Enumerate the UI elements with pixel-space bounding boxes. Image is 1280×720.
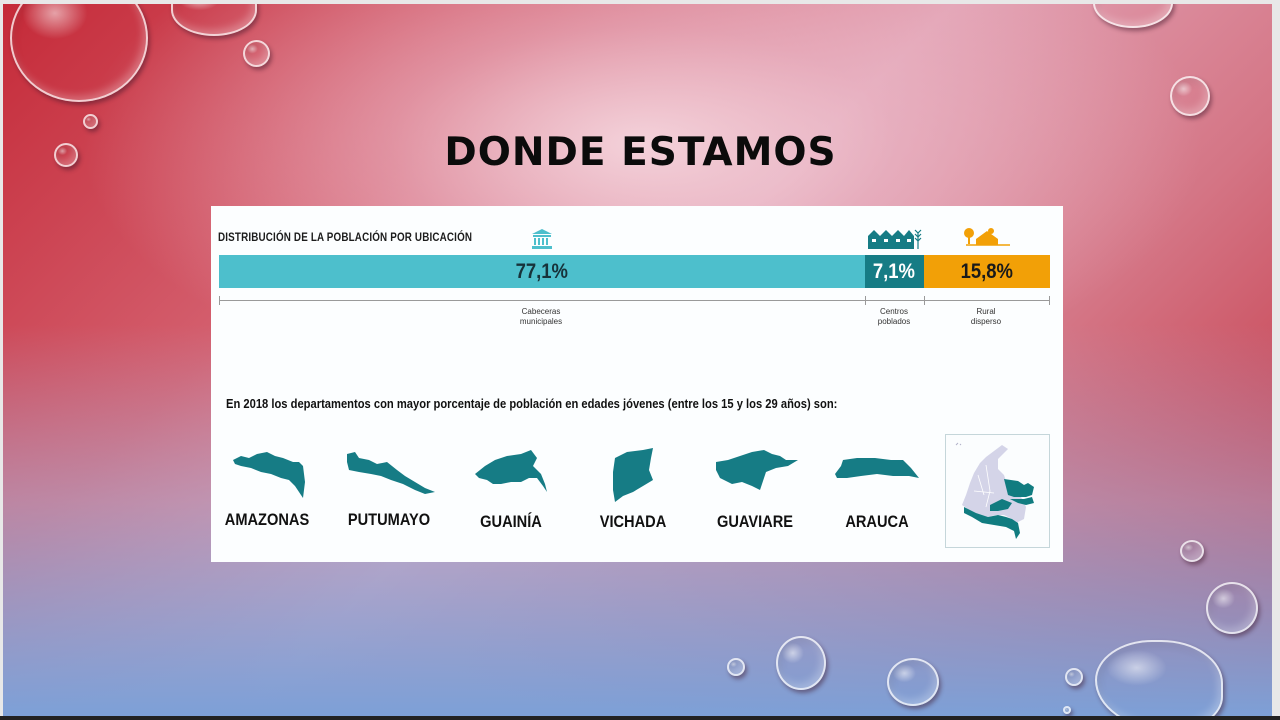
vichada-shape-icon: [613, 448, 653, 502]
water-drop-decoration: [10, 4, 148, 102]
department-arauca: ARAUCA: [827, 446, 927, 546]
guainia-shape-icon: [475, 450, 547, 492]
axis-line: [219, 300, 1050, 301]
axis-tick: [924, 296, 925, 305]
department-guainia: GUAINÍA: [461, 446, 561, 546]
water-drop-decoration: [1206, 582, 1258, 634]
department-name: VICHADA: [599, 512, 667, 531]
water-drop-decoration: [1063, 706, 1071, 714]
water-drop-decoration: [776, 636, 826, 690]
rural-house-icon: [964, 228, 1010, 246]
water-drop-decoration: [1095, 640, 1223, 716]
arauca-shape-icon: [835, 458, 919, 478]
slide-title: DONDE ESTAMOS: [444, 130, 837, 175]
department-amazonas: AMAZONAS: [217, 446, 317, 546]
putumayo-shape-icon: [347, 452, 435, 494]
category-label-centros: Centros poblados: [877, 307, 911, 326]
water-drop-decoration: [1065, 668, 1083, 686]
bar-segment-cabeceras: 77,1%: [219, 255, 865, 288]
department-name: PUTUMAYO: [347, 510, 431, 529]
department-name: AMAZONAS: [224, 510, 310, 529]
value-label-centros: 7,1%: [873, 259, 916, 283]
bar-segment-rural: 15,8%: [923, 255, 1050, 288]
colombia-map-icon: [955, 442, 1034, 539]
amazonas-shape-icon: [233, 452, 305, 498]
water-drop-decoration: [243, 40, 270, 67]
water-drop-decoration: [1093, 4, 1173, 28]
department-vichada: VICHADA: [583, 446, 683, 546]
water-drop-decoration: [887, 658, 939, 706]
department-putumayo: PUTUMAYO: [339, 446, 439, 546]
bottom-edge: [0, 716, 1280, 720]
water-drop-decoration: [83, 114, 98, 129]
guaviare-shape-icon: [716, 450, 798, 490]
axis-tick: [219, 296, 220, 305]
water-drop-decoration: [1170, 76, 1210, 116]
department-name: GUAINÍA: [480, 512, 542, 531]
chart-title: DISTRIBUCIÓN DE LA POBLACIÓN POR UBICACI…: [218, 230, 473, 244]
department-name: GUAVIARE: [716, 512, 794, 531]
stacked-bar: 77,1% 7,1% 15,8%: [219, 255, 1050, 288]
houses-icon: [868, 229, 922, 249]
water-drop-decoration: [727, 658, 745, 676]
infographic-card: DISTRIBUCIÓN DE LA POBLACIÓN POR UBICACI…: [211, 206, 1063, 562]
colombia-map: [945, 434, 1050, 548]
axis-tick: [865, 296, 866, 305]
building-columns-icon: [532, 229, 552, 249]
young-population-sentence: En 2018 los departamentos con mayor porc…: [226, 396, 838, 411]
bar-segment-centros: 7,1%: [864, 255, 924, 288]
value-label-cabeceras: 77,1%: [515, 259, 569, 283]
category-label-rural: Rural disperso: [970, 307, 1002, 326]
water-drop-decoration: [54, 143, 78, 167]
value-label-rural: 15,8%: [960, 259, 1014, 283]
department-name: ARAUCA: [845, 512, 909, 531]
axis-tick: [1049, 296, 1050, 305]
water-drop-decoration: [171, 4, 257, 36]
department-guaviare: GUAVIARE: [705, 446, 805, 546]
water-drop-decoration: [1180, 540, 1204, 562]
category-label-cabeceras: Cabeceras municipales: [519, 307, 563, 326]
